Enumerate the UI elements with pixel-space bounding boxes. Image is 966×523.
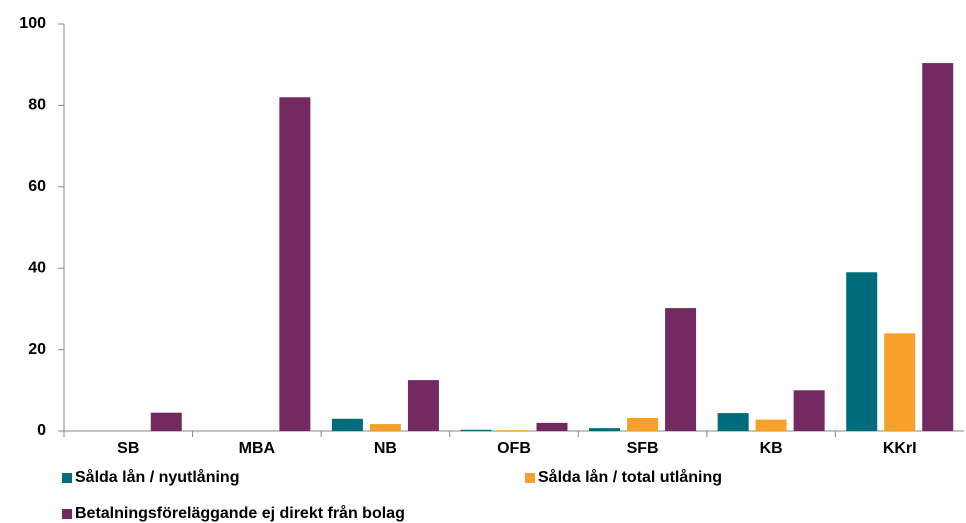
bar	[627, 417, 659, 431]
y-tick-label: 100	[19, 15, 46, 32]
legend-swatch	[62, 509, 72, 519]
bar	[331, 418, 363, 431]
bar	[846, 272, 878, 431]
bar	[150, 412, 182, 431]
x-tick-label: MBA	[239, 440, 276, 457]
bar	[279, 97, 311, 431]
bar	[407, 380, 439, 431]
bar	[498, 430, 530, 431]
bar	[369, 424, 401, 431]
bar	[793, 390, 825, 431]
x-tick-label: NB	[374, 440, 397, 457]
legend-label: Betalningsföreläggande ej direkt från bo…	[75, 504, 405, 522]
bar	[536, 422, 568, 431]
bar	[755, 419, 787, 431]
bar	[717, 413, 749, 431]
bar	[884, 333, 916, 431]
legend-swatch	[62, 473, 72, 483]
legend-swatch	[525, 473, 535, 483]
x-tick-label: KB	[760, 440, 783, 457]
legend-label: Sålda lån / total utlåning	[538, 468, 722, 486]
y-tick-label: 20	[28, 341, 46, 358]
bar	[589, 428, 621, 431]
x-tick-label: SB	[117, 440, 139, 457]
x-tick-label: SFB	[627, 440, 659, 457]
y-tick-label: 60	[28, 178, 46, 195]
x-tick-label: KKrI	[883, 440, 917, 457]
bar	[460, 429, 492, 431]
y-tick-label: 40	[28, 259, 46, 276]
bar	[665, 308, 697, 431]
x-tick-label: OFB	[497, 440, 531, 457]
bar	[922, 63, 954, 432]
y-tick-label: 0	[37, 422, 46, 439]
y-tick-label: 80	[28, 97, 46, 114]
legend-label: Sålda lån / nyutlåning	[75, 468, 239, 486]
